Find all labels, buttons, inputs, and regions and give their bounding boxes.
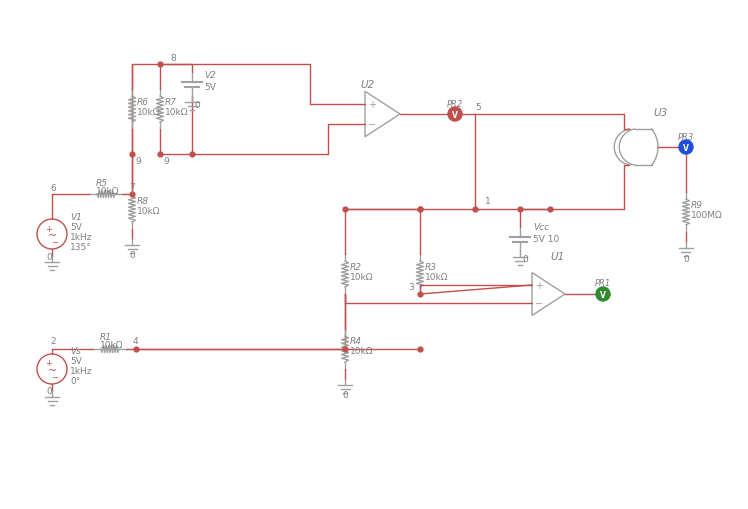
Text: 0: 0 [194, 100, 200, 109]
Text: 10kΩ: 10kΩ [100, 341, 123, 350]
Text: U1: U1 [550, 251, 564, 262]
Text: 0: 0 [46, 252, 52, 261]
Text: 8: 8 [170, 53, 176, 63]
Text: 1kHz: 1kHz [70, 367, 93, 376]
Text: 4: 4 [133, 337, 138, 346]
Text: 1: 1 [485, 197, 491, 206]
Text: +: + [368, 100, 376, 110]
Text: 100MΩ: 100MΩ [691, 210, 723, 219]
Circle shape [448, 108, 462, 122]
Text: +: + [46, 359, 52, 368]
Text: 6: 6 [50, 183, 56, 192]
Text: V1: V1 [70, 212, 82, 221]
Text: Vcc: Vcc [533, 223, 549, 232]
Text: R7: R7 [165, 97, 177, 106]
Text: 9: 9 [163, 156, 169, 165]
Text: +: + [535, 280, 543, 291]
Text: 135°: 135° [70, 242, 92, 251]
Text: Vs: Vs [70, 347, 81, 356]
Text: 0: 0 [129, 251, 135, 260]
Text: 5V 10: 5V 10 [533, 235, 560, 244]
Text: R1: R1 [100, 333, 112, 342]
Text: 10kΩ: 10kΩ [137, 207, 161, 216]
Text: R9: R9 [691, 200, 703, 209]
Text: 10kΩ: 10kΩ [350, 272, 373, 281]
Text: 0°: 0° [70, 377, 80, 386]
Text: ~: ~ [47, 231, 57, 241]
Text: R2: R2 [350, 262, 362, 271]
Text: R5: R5 [96, 178, 108, 187]
Text: 10kΩ: 10kΩ [350, 347, 373, 356]
Text: 5V: 5V [70, 222, 82, 231]
Text: PR1: PR1 [595, 279, 611, 288]
Text: 0: 0 [342, 391, 348, 400]
Text: 10kΩ: 10kΩ [96, 186, 120, 195]
Text: V: V [452, 111, 458, 120]
Text: 7: 7 [129, 182, 135, 191]
Text: −: − [535, 298, 543, 308]
Text: 5V: 5V [204, 82, 216, 91]
Text: −: − [52, 238, 58, 247]
Text: 1kHz: 1kHz [70, 232, 93, 241]
Text: 10kΩ: 10kΩ [137, 107, 161, 116]
Text: 3: 3 [408, 282, 414, 291]
Text: 5V: 5V [70, 357, 82, 366]
Text: R3: R3 [425, 262, 437, 271]
Circle shape [679, 140, 693, 155]
Circle shape [596, 288, 610, 301]
Text: V: V [683, 144, 689, 153]
Text: V2: V2 [204, 70, 216, 79]
Text: ~: ~ [47, 365, 57, 375]
Text: 0: 0 [46, 387, 52, 395]
Text: U2: U2 [360, 80, 374, 90]
Text: R8: R8 [137, 197, 149, 206]
Text: 2: 2 [50, 337, 55, 346]
Text: U3: U3 [653, 108, 667, 118]
Text: 0: 0 [522, 255, 528, 264]
Text: 10kΩ: 10kΩ [165, 107, 188, 116]
Text: R4: R4 [350, 337, 362, 346]
Text: V: V [600, 291, 606, 299]
Text: PR3: PR3 [678, 132, 694, 141]
Text: R6: R6 [137, 97, 149, 106]
Text: 9: 9 [135, 156, 141, 165]
Text: 5: 5 [475, 102, 481, 111]
Text: PR2: PR2 [447, 99, 463, 108]
Text: 0: 0 [683, 254, 689, 263]
Text: −: − [368, 119, 376, 129]
Text: −: − [52, 373, 58, 382]
Text: 10kΩ: 10kΩ [425, 272, 449, 281]
Text: +: + [46, 224, 52, 233]
